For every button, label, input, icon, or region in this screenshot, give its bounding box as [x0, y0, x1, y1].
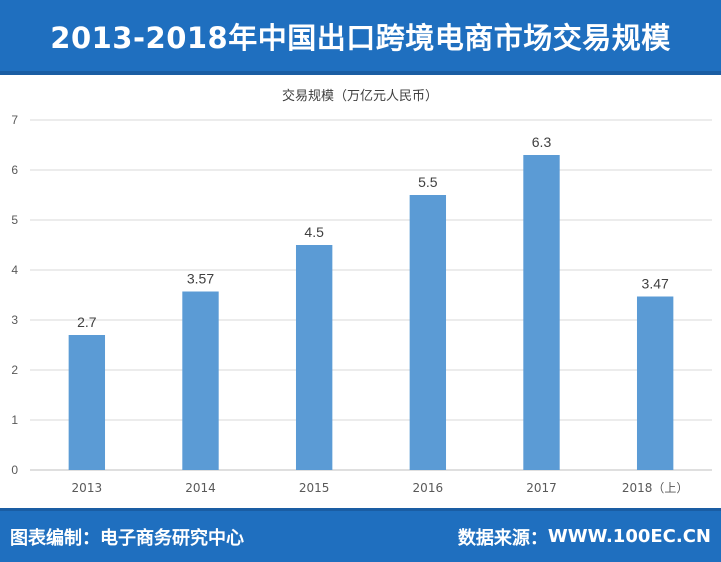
- bar: [636, 296, 674, 470]
- data-label: 6.3: [532, 134, 552, 150]
- data-label: 5.5: [418, 174, 438, 190]
- page-title: 2013-2018年中国出口跨境电商市场交易规模: [50, 20, 671, 55]
- chart-area: 交易规模（万亿元人民币） 0 1 2 3 4 5 6 7 2.7 3.57 4.5 5.5 6.3 3.…: [0, 75, 721, 508]
- chart-title: 交易规模（万亿元人民币）: [282, 88, 438, 104]
- source-label: 数据来源：: [457, 527, 548, 549]
- data-label: 4.5: [304, 224, 324, 240]
- x-tick-label: 2016: [413, 481, 444, 495]
- x-tick-label: 2014: [185, 481, 216, 495]
- x-axis-ticks: 2013 2014 2015 2016 2017 2018（上）: [72, 481, 689, 495]
- x-tick-label: 2013: [72, 481, 103, 495]
- y-tick-label: 6: [11, 163, 18, 177]
- compiler-value: 电子商务研究中心: [100, 527, 244, 549]
- y-tick-label: 3: [11, 313, 18, 327]
- footer-banner: 图表编制： 电子商务研究中心 数据来源： WWW.100EC.CN: [0, 508, 721, 562]
- source-credit: 数据来源： WWW.100EC.CN: [458, 524, 711, 550]
- data-label: 2.7: [77, 314, 97, 330]
- data-label: 3.57: [187, 271, 214, 287]
- y-tick-label: 1: [11, 413, 18, 427]
- bar: [295, 245, 333, 470]
- data-labels: 2.7 3.57 4.5 5.5 6.3 3.47: [77, 134, 669, 330]
- bar: [409, 195, 447, 470]
- x-tick-label: 2018（上）: [622, 481, 689, 495]
- y-tick-label: 2: [11, 363, 18, 377]
- y-axis-ticks: 0 1 2 3 4 5 6 7: [11, 113, 18, 477]
- bar: [68, 335, 106, 470]
- compiler-credit: 图表编制： 电子商务研究中心: [10, 524, 244, 550]
- bar-chart: 交易规模（万亿元人民币） 0 1 2 3 4 5 6 7 2.7 3.57 4.5 5.5 6.3 3.…: [11, 88, 712, 495]
- source-value: WWW.100EC.CN: [547, 526, 711, 547]
- y-tick-label: 7: [11, 113, 18, 127]
- bar: [523, 155, 560, 470]
- x-tick-label: 2015: [299, 481, 330, 495]
- y-tick-label: 4: [11, 263, 18, 277]
- data-label: 3.47: [642, 276, 669, 292]
- bars: [68, 155, 674, 470]
- header-banner: 2013-2018年中国出口跨境电商市场交易规模: [0, 0, 721, 75]
- bar: [182, 291, 219, 470]
- compiler-label: 图表编制：: [10, 527, 100, 549]
- grid-lines: [30, 119, 712, 471]
- x-tick-label: 2017: [526, 481, 557, 495]
- y-tick-label: 0: [11, 463, 18, 477]
- y-tick-label: 5: [11, 213, 18, 227]
